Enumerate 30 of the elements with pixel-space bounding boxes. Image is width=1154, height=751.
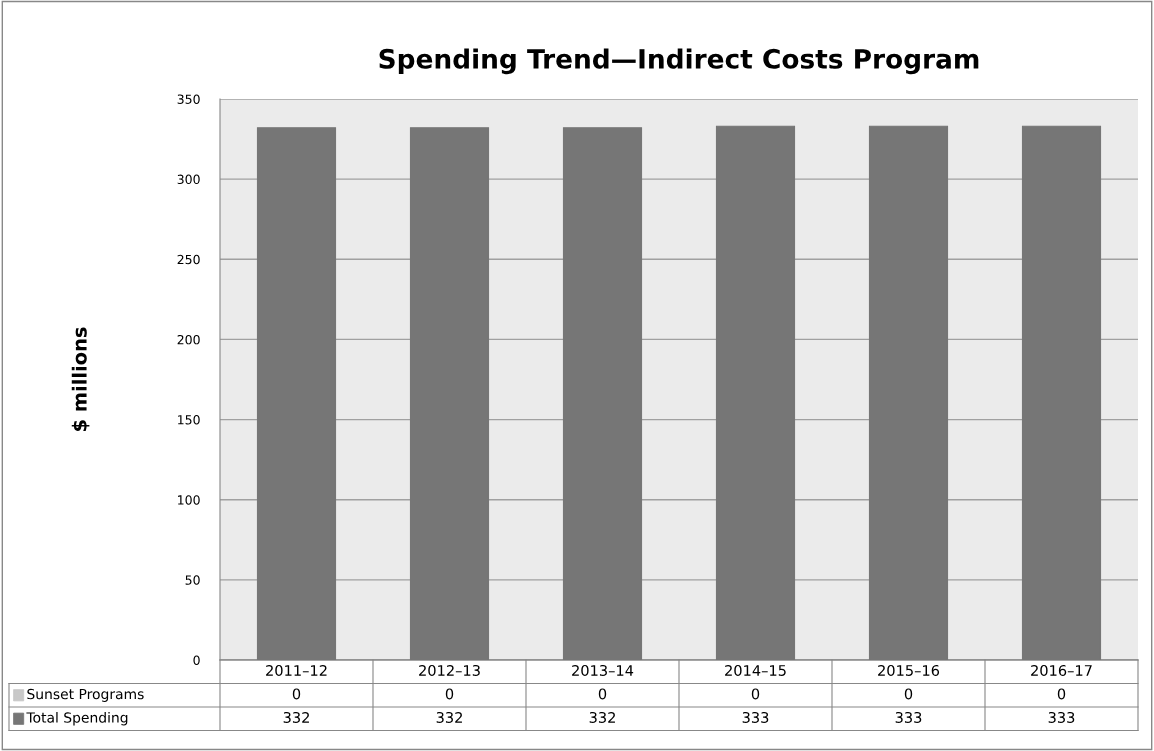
y-tick-label: 100	[178, 495, 200, 505]
data-label: 0	[598, 688, 607, 700]
x-tick-label: 2012–13	[419, 664, 480, 676]
y-tick-label: 350	[177, 94, 200, 104]
y-tick-label: 250	[177, 254, 200, 265]
y-tick-label: 300	[177, 174, 200, 185]
data-label: 332	[589, 711, 615, 723]
data-label: 333	[895, 711, 922, 723]
x-tick-label: 2013–14	[572, 664, 634, 676]
y-tick-label: 0	[193, 655, 200, 665]
data-label: 333	[742, 711, 769, 723]
x-tick-label: 2016–17	[1031, 664, 1092, 676]
legend-label: Sunset Programs	[27, 688, 144, 702]
y-tick-label: 50	[185, 575, 200, 585]
y-axis-title: $ millions	[71, 327, 90, 431]
legend-label: Total Spending	[26, 712, 128, 726]
data-label: 333	[1048, 711, 1075, 723]
x-tick-label: 2014–15	[725, 664, 786, 676]
y-tick-label: 150	[178, 415, 200, 425]
data-label: 0	[904, 688, 913, 700]
x-tick-label: 2011–12	[266, 664, 327, 676]
data-label: 0	[445, 688, 454, 700]
data-label: 0	[1057, 688, 1066, 700]
y-tick-label: 200	[177, 334, 200, 345]
data-label: 332	[436, 711, 462, 723]
chart-title: Spending Trend—Indirect Costs Program	[379, 48, 979, 75]
data-label: 0	[751, 688, 760, 700]
data-label: 0	[292, 688, 301, 700]
x-tick-label: 2015–16	[878, 664, 940, 676]
data-label: 332	[283, 711, 309, 723]
